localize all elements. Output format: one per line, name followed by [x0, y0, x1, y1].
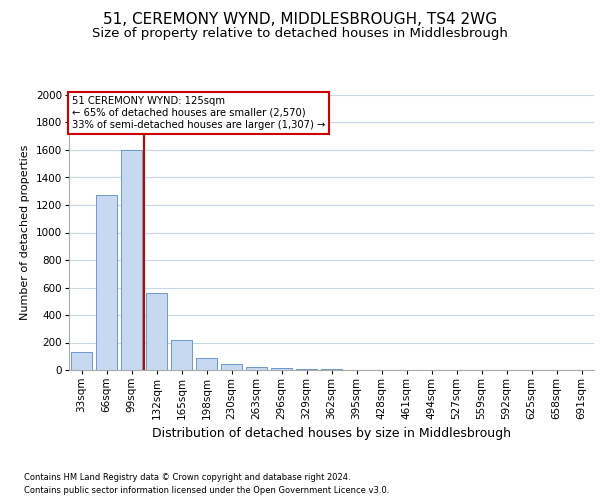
Bar [196, 358, 217, 370]
X-axis label: Distribution of detached houses by size in Middlesbrough: Distribution of detached houses by size … [152, 428, 511, 440]
Text: Contains HM Land Registry data © Crown copyright and database right 2024.: Contains HM Land Registry data © Crown c… [24, 472, 350, 482]
Text: Contains public sector information licensed under the Open Government Licence v3: Contains public sector information licen… [24, 486, 389, 495]
Bar [246, 366, 267, 370]
Bar [96, 196, 117, 370]
Bar [71, 352, 92, 370]
Bar [146, 293, 167, 370]
Bar [171, 340, 192, 370]
Bar [221, 364, 242, 370]
Y-axis label: Number of detached properties: Number of detached properties [20, 145, 30, 320]
Text: 51, CEREMONY WYND, MIDDLESBROUGH, TS4 2WG: 51, CEREMONY WYND, MIDDLESBROUGH, TS4 2W… [103, 12, 497, 28]
Bar [271, 368, 292, 370]
Bar [121, 150, 142, 370]
Text: 51 CEREMONY WYND: 125sqm
← 65% of detached houses are smaller (2,570)
33% of sem: 51 CEREMONY WYND: 125sqm ← 65% of detach… [71, 96, 325, 130]
Bar [296, 368, 317, 370]
Text: Size of property relative to detached houses in Middlesbrough: Size of property relative to detached ho… [92, 28, 508, 40]
